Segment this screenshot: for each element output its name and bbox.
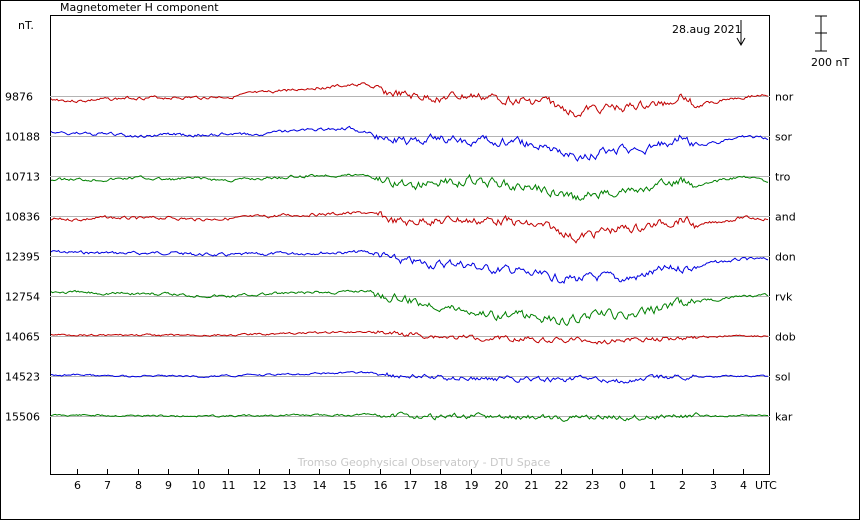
x-tick-label-20: 20 <box>495 479 509 492</box>
x-axis-ticks: 6 7 8 9 10 11 12 13 14 15 16 17 18 19 20 21 22 23 0 1 2 3 4 <box>74 469 747 492</box>
x-tick-label-2: 2 <box>679 479 686 492</box>
baseline-value-don: 12395 <box>5 251 40 264</box>
x-tick-label-23: 23 <box>586 479 600 492</box>
station-label-sor: sor <box>775 131 792 144</box>
x-tick-label-18: 18 <box>434 479 448 492</box>
x-tick-label-6: 6 <box>74 479 81 492</box>
x-tick-label-3: 3 <box>710 479 717 492</box>
station-label-tro: tro <box>775 171 791 184</box>
y-baseline-labels: 9876 10188 10713 10836 12395 12754 14065 14523 1… <box>5 91 40 424</box>
scale-bar-icon <box>815 15 827 52</box>
station-label-nor: nor <box>775 91 794 104</box>
x-axis-unit-label: UTC <box>755 479 777 492</box>
x-tick-label-10: 10 <box>192 479 206 492</box>
station-label-sol: sol <box>775 371 791 384</box>
x-tick-label-8: 8 <box>135 479 142 492</box>
station-label-kar: kar <box>775 411 793 424</box>
station-labels: nor sor tro and don rvk dob sol kar <box>775 91 796 424</box>
station-label-rvk: rvk <box>775 291 793 304</box>
scale-bar-label: 200 nT <box>811 56 849 69</box>
date-label: 28.aug 2021 <box>672 23 742 36</box>
x-tick-label-7: 7 <box>104 479 111 492</box>
trace-kar <box>50 411 768 423</box>
credit-watermark: Tromso Geophysical Observatory - DTU Spa… <box>297 456 551 469</box>
x-tick-label-17: 17 <box>404 479 418 492</box>
x-tick-label-15: 15 <box>343 479 357 492</box>
x-tick-label-21: 21 <box>525 479 539 492</box>
baseline-value-sor: 10188 <box>5 131 40 144</box>
x-tick-label-13: 13 <box>283 479 297 492</box>
x-tick-label-4: 4 <box>740 479 747 492</box>
x-tick-label-19: 19 <box>465 479 479 492</box>
station-label-and: and <box>775 211 796 224</box>
baseline-value-tro: 10713 <box>5 171 40 184</box>
baseline-value-rvk: 12754 <box>5 291 40 304</box>
trace-sol <box>50 371 769 384</box>
date-arrow-icon <box>736 20 746 47</box>
baseline-value-and: 10836 <box>5 211 40 224</box>
x-tick-label-12: 12 <box>253 479 267 492</box>
trace-dob <box>50 330 769 345</box>
trace-don <box>50 249 769 284</box>
chart-title: Magnetometer H component <box>60 1 219 14</box>
trace-and <box>50 211 769 244</box>
baseline-value-nor: 9876 <box>5 91 33 104</box>
x-tick-label-0: 0 <box>619 479 626 492</box>
plot-frame <box>50 15 770 475</box>
baseline-value-kar: 15506 <box>5 411 40 424</box>
x-tick-label-9: 9 <box>165 479 172 492</box>
y-axis-unit-label: nT. <box>18 19 34 32</box>
trace-layer <box>50 82 769 423</box>
baseline-value-dob: 14065 <box>5 331 40 344</box>
baseline-value-sol: 14523 <box>5 371 40 384</box>
trace-nor <box>50 82 769 118</box>
trace-rvk <box>50 289 769 327</box>
station-label-dob: dob <box>775 331 796 344</box>
trace-sor <box>50 125 769 162</box>
trace-tro <box>50 173 769 201</box>
x-tick-label-14: 14 <box>313 479 327 492</box>
x-tick-label-22: 22 <box>555 479 569 492</box>
x-tick-label-11: 11 <box>222 479 236 492</box>
x-tick-label-16: 16 <box>374 479 388 492</box>
x-tick-label-1: 1 <box>649 479 656 492</box>
station-label-don: don <box>775 251 796 264</box>
